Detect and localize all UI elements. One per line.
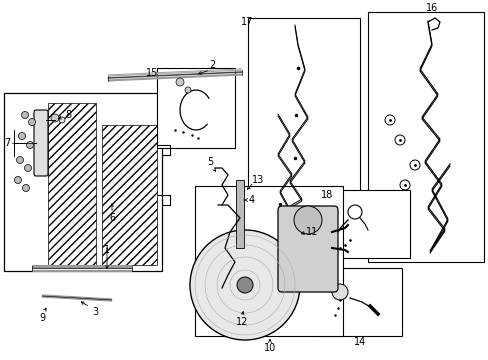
Bar: [48, 103, 96, 265]
Text: 15: 15: [145, 68, 158, 78]
Text: 14: 14: [353, 337, 366, 347]
Text: 17: 17: [240, 17, 253, 27]
Text: 6: 6: [109, 213, 115, 223]
Bar: [247, 18, 359, 218]
Text: 18: 18: [320, 190, 332, 200]
Circle shape: [24, 165, 31, 171]
Text: 7: 7: [4, 138, 10, 148]
Bar: [236, 180, 244, 248]
Text: 2: 2: [208, 60, 215, 70]
Circle shape: [176, 78, 183, 86]
Circle shape: [190, 230, 299, 340]
Circle shape: [21, 112, 28, 118]
Circle shape: [22, 184, 29, 192]
Bar: [325, 190, 409, 258]
Circle shape: [237, 277, 252, 293]
Text: 16: 16: [425, 3, 437, 13]
Circle shape: [293, 206, 321, 234]
Bar: [102, 125, 157, 265]
Circle shape: [331, 284, 347, 300]
FancyBboxPatch shape: [278, 206, 337, 292]
Bar: [367, 12, 483, 262]
Text: 10: 10: [264, 343, 276, 353]
Bar: [195, 186, 342, 336]
Circle shape: [51, 114, 59, 122]
Text: 4: 4: [248, 195, 255, 205]
Text: 13: 13: [251, 175, 264, 185]
Circle shape: [28, 118, 36, 126]
Circle shape: [19, 132, 25, 139]
Text: 1: 1: [104, 245, 110, 255]
FancyBboxPatch shape: [34, 110, 48, 176]
Text: 9: 9: [39, 313, 45, 323]
Circle shape: [17, 157, 23, 163]
Bar: [4, 93, 162, 271]
Circle shape: [26, 141, 34, 148]
Bar: [317, 268, 401, 336]
Circle shape: [59, 117, 65, 123]
Circle shape: [184, 87, 191, 93]
Text: 8: 8: [65, 110, 71, 120]
Text: 3: 3: [92, 307, 98, 317]
Circle shape: [15, 176, 21, 184]
Bar: [157, 68, 235, 148]
Text: 5: 5: [206, 157, 213, 167]
Text: 11: 11: [305, 227, 318, 237]
Text: 12: 12: [235, 317, 248, 327]
